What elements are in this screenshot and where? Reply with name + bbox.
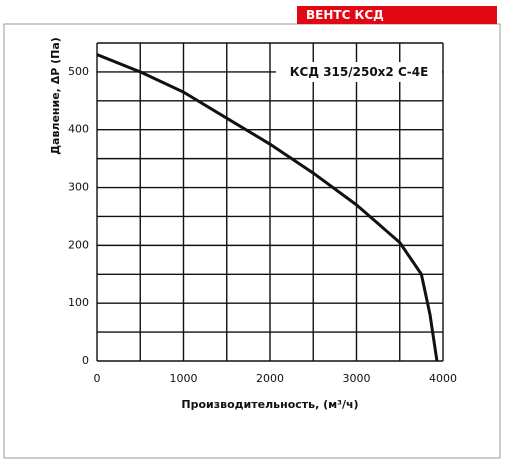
frame	[3, 23, 501, 459]
y-tick-label: 300	[68, 181, 89, 194]
brand: ВЕНТС КСД	[306, 8, 384, 22]
x-tick-label: 0	[94, 372, 101, 385]
y-tick-label: 200	[68, 238, 89, 251]
brand-banner	[297, 6, 497, 24]
x-tick-label: 1000	[170, 372, 198, 385]
label-box	[276, 62, 442, 82]
x-tick-label: 2000	[256, 372, 284, 385]
y-tick-label: 400	[68, 123, 89, 136]
y-tick-label: 0	[82, 354, 89, 367]
model-label: КСД 315/250x2 С-4Е	[290, 65, 429, 79]
x-axis-label: Производительность, (м³/ч)	[181, 398, 358, 411]
y-tick-label: 500	[68, 65, 89, 78]
x-tick-label: 3000	[343, 372, 371, 385]
curve	[96, 53, 439, 362]
plot: 0 1000 2000 3000 4000 0 100 200 300 400 500	[68, 42, 457, 385]
y-axis-label: Давление, ΔP (Па)	[49, 37, 62, 155]
x-tick-label: 4000	[429, 372, 457, 385]
y-tick-label: 100	[68, 296, 89, 309]
